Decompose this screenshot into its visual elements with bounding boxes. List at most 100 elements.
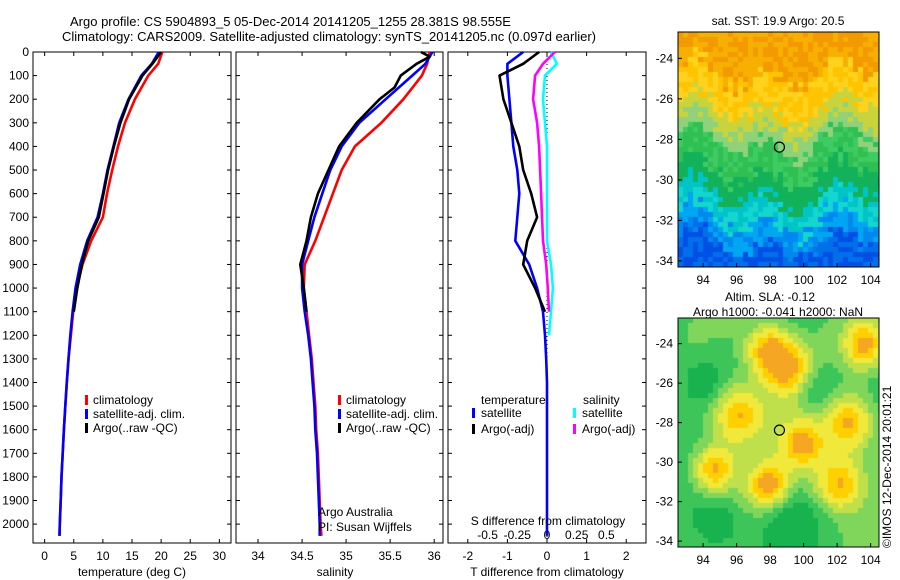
sst-map-ytick-label: -34 [656, 254, 674, 268]
temperature-xtick-label: 30 [213, 549, 227, 563]
depth-tick-label: 400 [9, 139, 29, 153]
temperature-plot-frame [32, 51, 232, 544]
salinity-legend-swatch [338, 409, 341, 419]
sst-map-xtick-label: 100 [794, 273, 814, 287]
sst-map-frame [677, 31, 880, 268]
depth-tick-label: 1800 [2, 470, 29, 484]
salinity-difference-tick-label: -0.5 [477, 528, 498, 542]
sst-map-xtick-label: 102 [827, 273, 847, 287]
difference-legend-swatch [472, 424, 475, 434]
temperature-legend-label: satellite-adj. clim. [93, 407, 185, 421]
sla-map-xtick-label: 98 [763, 553, 777, 567]
salinity-xtick-label: 35 [339, 549, 353, 563]
depth-tick-label: 1900 [2, 494, 29, 508]
difference-series-salinity-argo-adj- [531, 51, 556, 312]
difference-xtick-label: -1 [502, 549, 513, 563]
sla-map-ytick-label: -24 [656, 337, 674, 351]
salinity-legend-label: climatology [346, 393, 406, 407]
difference-xtick-label: 0 [544, 549, 551, 563]
argo-float-position-marker [773, 424, 786, 436]
difference-legend-label: Argo(-adj) [582, 422, 635, 436]
difference-xtick-label: 1 [583, 549, 590, 563]
sst-map-ytick-label: -24 [656, 51, 674, 65]
sla-map-field-image [678, 318, 879, 547]
salinity-legend-label: Argo(..raw -QC) [346, 421, 431, 435]
figure-title-line2: Climatology: CARS2009. Satellite-adjuste… [62, 29, 596, 44]
difference-legend-swatch [472, 408, 475, 418]
depth-tick-label: 100 [9, 69, 29, 83]
difference-series-temperature-satellite [506, 50, 549, 536]
salinity-profile-panel: 34 34.5 35 35.5 36 climatologysatellite-adj. … [235, 50, 444, 563]
temperature-legend-label: Argo(..raw -QC) [93, 421, 178, 435]
depth-tick-label: 1600 [2, 423, 29, 437]
difference-series-salinity-satellite [541, 51, 559, 336]
depth-tick-label: 300 [9, 116, 29, 130]
sst-map-field-image [678, 32, 879, 267]
salinity-annotation-line1: Argo Australia [318, 505, 393, 519]
sst-map-xtick-label: 98 [763, 273, 777, 287]
sla-map-xtick-label: 94 [696, 553, 710, 567]
depth-tick-label: 0 [22, 45, 29, 59]
sst-map-ytick-label: -30 [656, 173, 674, 187]
salinity-xtick-label: 34 [251, 549, 265, 563]
salinity-xtick-label: 36 [428, 549, 442, 563]
depth-tick-label: 1400 [2, 375, 29, 389]
sst-map-xtick-label: 104 [861, 273, 881, 287]
sla-map-xtick-label: 100 [794, 553, 814, 567]
argo-float-position-marker [773, 141, 786, 153]
sst-map-panel: 94 96 98 100 102 104 -24 -26 -28 -30 -32 -34 [656, 31, 881, 287]
depth-tick-label: 800 [9, 234, 29, 248]
sst-map-ytick-label: -26 [656, 92, 674, 106]
depth-tick-label: 600 [9, 187, 29, 201]
difference-legend-swatch [573, 408, 576, 418]
sst-map-ytick-label: -32 [656, 213, 674, 227]
temperature-xtick-label: 0 [41, 549, 48, 563]
sst-map-xtick-label: 96 [730, 273, 744, 287]
depth-tick-label: 900 [9, 257, 29, 271]
difference-xlabel: T difference from climatology [470, 565, 624, 579]
difference-legend-label: Argo(-adj) [481, 422, 534, 436]
temperature-xtick-label: 20 [154, 549, 168, 563]
depth-tick-label: 1100 [3, 305, 29, 319]
sla-map-frame [677, 317, 880, 548]
figure-title-line1: Argo profile: CS 5904893_5 05-Dec-2014 2… [70, 14, 511, 29]
temperature-legend-swatch [85, 395, 88, 405]
sla-map-xtick-label: 102 [827, 553, 847, 567]
sst-map-ytick-label: -28 [656, 132, 674, 146]
temperature-profile-panel: 0 5 10 15 20 25 300100200300400500600700800900… [2, 45, 232, 563]
depth-tick-label: 1200 [2, 328, 29, 342]
salinity-difference-tick-label: 0.25 [565, 528, 589, 542]
sla-map-ytick-label: -28 [656, 416, 674, 430]
salinity-legend-swatch [338, 395, 341, 405]
depth-tick-label: 500 [9, 163, 29, 177]
temperature-xtick-label: 25 [184, 549, 198, 563]
sst-map-title: sat. SST: 19.9 Argo: 20.5 [712, 14, 845, 28]
salinity-xlabel: salinity [317, 565, 354, 579]
sla-map-title: Altim. SLA: -0.12 [725, 290, 815, 304]
sla-map-subtitle: Argo h1000: -0.041 h2000: NaN [693, 305, 863, 319]
temperature-xlabel: temperature (deg C) [78, 565, 186, 579]
salinity-series-satellite-adj-clim- [300, 51, 434, 536]
salinity-annotation-line2: PI: Susan Wijffels [318, 520, 412, 534]
depth-tick-label: 1300 [2, 352, 29, 366]
sla-map-ytick-label: -32 [656, 495, 674, 509]
difference-xtick-label: -2 [462, 549, 473, 563]
difference-xtick-label: 2 [623, 549, 630, 563]
salinity-series-argo-raw-qc- [298, 50, 432, 312]
salinity-difference-tick-label: 0.5 [598, 528, 615, 542]
temperature-series-argo-raw-qc- [72, 51, 163, 312]
sla-map-panel: 94 96 98 100 102 104 -24 -26 -28 -30 -32 -34 [656, 317, 881, 567]
sla-map-ytick-label: -30 [656, 455, 674, 469]
temperature-xtick-label: 5 [70, 549, 77, 563]
depth-tick-label: 2000 [2, 517, 29, 531]
sla-map-xtick-label: 104 [861, 553, 881, 567]
depth-tick-label: 700 [9, 210, 29, 224]
salinity-difference-tick-label: -0.25 [504, 528, 532, 542]
difference-legend-label: satellite [481, 406, 522, 420]
sla-map-xtick-label: 96 [730, 553, 744, 567]
difference-legend-label: satellite [582, 406, 623, 420]
salinity-plot-frame [235, 51, 444, 544]
depth-tick-label: 200 [9, 92, 29, 106]
